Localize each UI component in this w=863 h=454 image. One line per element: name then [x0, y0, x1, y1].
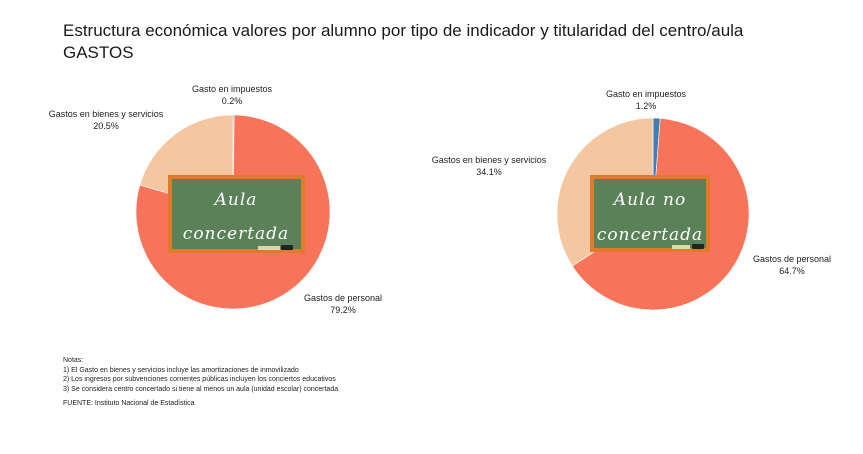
slice-value-impuestos: 1.2% — [636, 101, 657, 111]
slice-value-bienes: 20.5% — [93, 121, 119, 131]
slice-label-impuestos: Gasto en impuestos — [192, 84, 273, 94]
chart-title: Estructura económica valores por alumno … — [63, 20, 743, 64]
chalkboard-surface — [172, 179, 301, 249]
source: FUENTE: Instituto Nacional de Estadístic… — [63, 400, 195, 407]
note-line: 3) Se considera centro concertado si tie… — [63, 385, 339, 393]
chalkboard-no-concertada: Aula no concertada — [590, 175, 710, 252]
chalkboard-concertada: Aula concertada — [168, 175, 305, 253]
note-line: 2) Los ingresos por subvenciones corrien… — [63, 376, 336, 383]
chalk-piece — [672, 245, 690, 249]
title-line: Estructura económica valores por alumno … — [63, 21, 744, 40]
eraser — [281, 245, 293, 250]
slice-value-personal: 64.7% — [779, 266, 805, 276]
slice-label-bienes: Gastos en bienes y servicios — [49, 109, 164, 119]
notes: Notas: 1) El Gasto en bienes y servicios… — [63, 356, 338, 409]
notes-heading: Notas: — [63, 357, 84, 364]
chalkboard-text-line-1: Aula no — [612, 190, 686, 210]
chalkboard-surface — [594, 179, 706, 248]
chalkboard-text-line-2: concertada — [597, 225, 703, 245]
chalk-piece — [258, 246, 280, 250]
slice-value-impuestos: 0.2% — [222, 96, 243, 106]
slice-label-bienes: Gastos en bienes y servicios — [432, 155, 547, 165]
chalkboard-text-line-1: Aula — [213, 190, 258, 210]
chalkboard-text-line-2: concertada — [183, 224, 289, 244]
slice-value-personal: 79.2% — [330, 305, 356, 315]
note-line: 1) El Gasto en bienes y servicios incluy… — [63, 366, 299, 374]
eraser — [692, 244, 704, 249]
slice-label-personal: Gastos de personal — [304, 293, 382, 303]
slice-value-bienes: 34.1% — [476, 167, 502, 177]
subtitle-line: GASTOS — [63, 43, 134, 62]
slice-label-impuestos: Gasto en impuestos — [606, 89, 687, 99]
slice-label-personal: Gastos de personal — [753, 254, 831, 264]
